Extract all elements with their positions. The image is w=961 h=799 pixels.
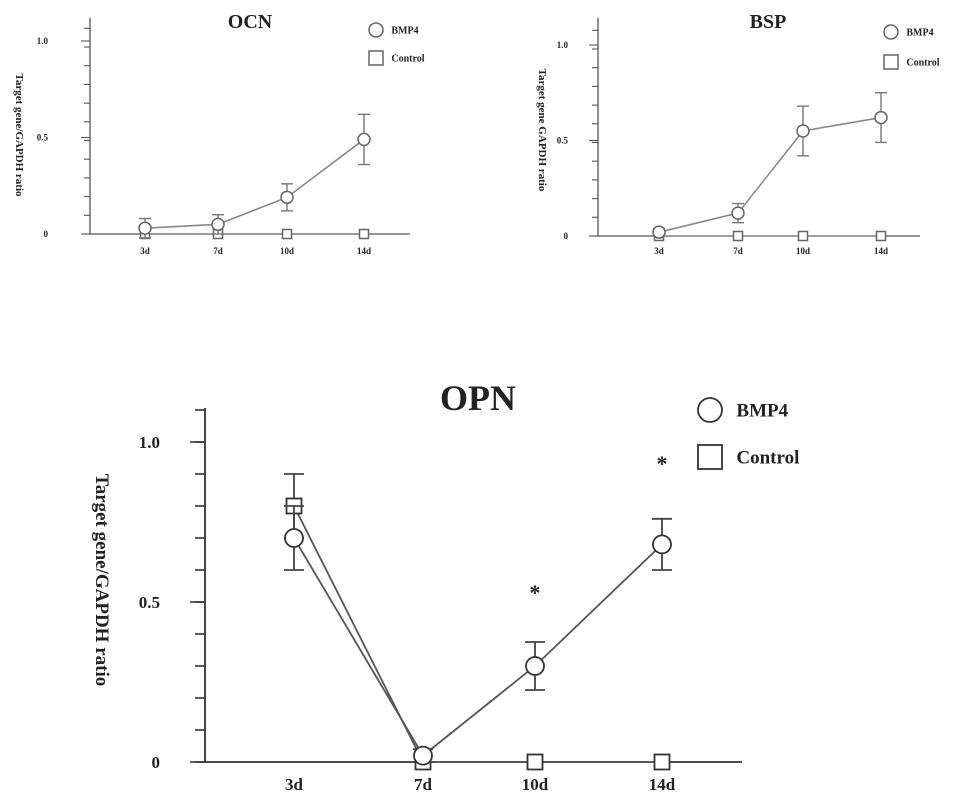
legend-label: Control: [391, 54, 424, 65]
legend-label: BMP4: [906, 28, 933, 39]
data-point-bmp4: [796, 124, 810, 138]
x-tick-label: 10d: [280, 246, 294, 256]
significance-star: *: [657, 451, 668, 476]
y-tick-label: 0.5: [37, 133, 49, 143]
data-point-bmp4: [138, 221, 152, 235]
series-line-bmp4: [144, 138, 365, 230]
series-line-bmp4: [293, 537, 663, 757]
x-tick-label: 7d: [414, 775, 433, 794]
data-point-bmp4: [731, 206, 745, 220]
chart-title: OPN: [440, 378, 516, 418]
significance-star: *: [530, 580, 541, 605]
chart-title: OCN: [228, 11, 273, 33]
data-point-control: [797, 230, 809, 242]
y-axis-label: Target gene/GAPDH ratio: [91, 474, 112, 686]
chart-opn: 0 0.5 1.0 3d 7d 10d 14d OPN Target gene/GAPDH ra…: [91, 378, 799, 794]
y-tick-label: 1.0: [37, 36, 49, 46]
x-tick-label: 3d: [285, 775, 304, 794]
chart-title: BSP: [750, 11, 787, 33]
x-tick-label: 7d: [213, 246, 223, 256]
data-point-control: [875, 230, 887, 242]
y-tick-label: 0.5: [139, 593, 160, 612]
x-tick-label: 3d: [140, 246, 150, 256]
data-point-bmp4: [413, 745, 433, 766]
legend-marker-circle: [883, 24, 899, 40]
legend-marker-circle: [368, 22, 384, 38]
legend-label: BMP4: [736, 401, 788, 422]
y-tick-label: 1.0: [557, 40, 569, 50]
data-point-bmp4: [525, 656, 545, 676]
legend-marker-circle: [697, 397, 723, 423]
chart-bsp: 0 0.5 1.0 3d 7d 10d 14d BSP Target gene GAPDH ra…: [536, 11, 940, 256]
series-line-bmp4: [658, 116, 882, 233]
y-tick-label: 0.5: [557, 136, 569, 146]
data-point-bmp4: [280, 190, 294, 205]
y-tick-label: 1.0: [139, 433, 160, 452]
x-tick-label: 3d: [654, 246, 664, 256]
y-tick-label: 0: [564, 231, 569, 241]
data-point-bmp4: [874, 110, 888, 125]
chart-ocn: 0 0.5 1.0 3d 7d 10d 14d OCN Target gene/GAPDH ra…: [13, 11, 425, 256]
data-point-control: [281, 228, 293, 240]
data-point-bmp4: [652, 225, 666, 239]
x-tick-label: 10d: [796, 246, 810, 256]
data-point-control: [732, 230, 744, 242]
legend-marker-square: [883, 54, 899, 70]
x-tick-label: 7d: [733, 246, 743, 256]
data-point-control: [653, 753, 671, 771]
data-point-bmp4: [357, 132, 371, 147]
data-point-control: [526, 753, 544, 771]
x-tick-label: 14d: [357, 246, 371, 256]
series-line-control: [293, 505, 662, 763]
y-tick-label: 0: [44, 229, 49, 239]
legend-label: BMP4: [391, 26, 418, 37]
x-tick-label: 10d: [522, 775, 549, 794]
legend-marker-square: [368, 50, 384, 66]
x-tick-label: 14d: [649, 775, 676, 794]
legend-marker-square: [697, 444, 723, 470]
data-point-bmp4: [211, 217, 225, 232]
data-point-control: [358, 228, 370, 240]
y-axis-label: Target gene GAPDH ratio: [536, 69, 548, 192]
legend-label: Control: [736, 448, 799, 469]
y-tick-label: 0: [152, 753, 161, 772]
data-point-bmp4: [652, 534, 672, 555]
data-point-bmp4: [284, 528, 304, 548]
y-axis-label: Target gene/GAPDH ratio: [13, 73, 25, 197]
legend-label: Control: [906, 58, 939, 69]
x-tick-label: 14d: [874, 246, 888, 256]
